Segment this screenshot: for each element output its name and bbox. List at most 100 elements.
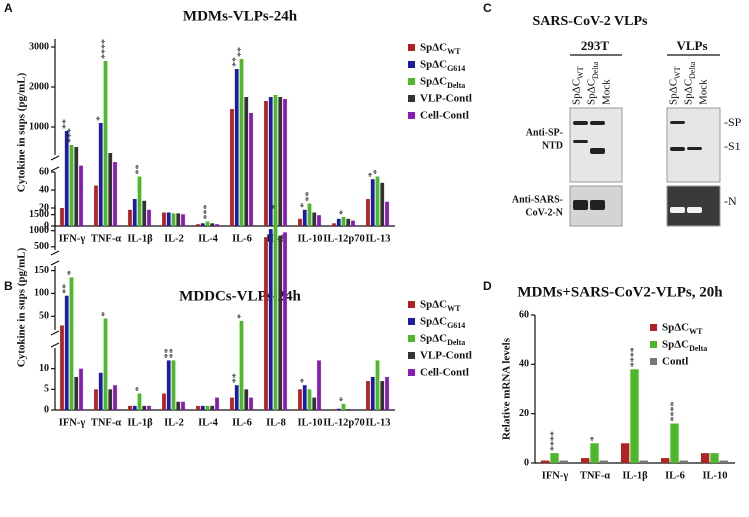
legend-swatch [408,95,415,102]
panel-label: C [483,1,492,15]
bar [234,69,239,226]
bar [239,59,244,226]
x-tick-label: IFN-γ [59,417,86,428]
significance-stars: **** [100,39,111,59]
significance-stars: ** [163,348,174,358]
bar [346,409,351,410]
bar [336,408,341,410]
bar [98,123,103,226]
bar [621,443,630,463]
bar [142,405,147,410]
y-axis-label: Cytokine in sups (pg/mL) [16,247,28,367]
bar [336,218,341,226]
row-label: NTD [542,140,563,151]
x-tick-label: TNF-α [580,470,610,481]
legend-swatch [408,318,415,325]
x-tick-label: TNF-α [91,417,121,428]
significance-stars: * [367,172,378,177]
legend-swatch [650,358,657,365]
significance-stars: * [372,170,383,175]
x-tick-label: IL-10 [297,417,322,428]
significance-stars: **** [549,431,560,451]
blot-band [573,200,588,210]
x-tick-label: IL-10 [297,233,322,244]
bar [200,223,205,226]
y-tick-label: 500 [34,241,49,252]
bar [64,131,69,226]
legend-label: SpΔC [420,76,447,88]
bar [351,220,355,226]
bar [307,389,312,410]
legend-subscript: G614 [447,64,465,73]
bar [630,369,639,463]
blot-band [670,207,685,213]
bar [332,223,336,226]
blot-band [687,207,702,213]
bar [128,209,132,226]
lane-label: Mock [601,79,613,105]
legend-swatch [408,78,415,85]
bar [176,401,181,410]
bar [215,397,219,410]
y-tick-label: 40 [519,359,529,370]
bar [108,153,113,226]
bar [230,397,234,410]
axis-break [50,342,60,348]
bar [74,376,79,410]
significance-stars: * [95,116,106,121]
bar [380,182,385,226]
bar [581,458,590,463]
bar [559,460,568,463]
legend-swatch [650,341,657,348]
bar [147,209,151,226]
bar [264,101,268,226]
bar [550,453,559,463]
blot-image [666,107,721,183]
legend-label: SpΔC [662,322,689,334]
significance-stars: * [338,397,349,402]
axis-break [50,260,60,266]
legend-subscript: WT [447,47,461,56]
blot-image [569,107,623,183]
legend-label: SpΔC [571,79,583,105]
y-tick-label: 40 [39,184,49,195]
legend-label: Cell-Contl [420,110,469,122]
y-axis-label: Relative mRNA levels [501,337,513,440]
bar [639,460,648,463]
bar [599,460,608,463]
x-tick-label: IL-13 [365,233,390,244]
blot-band [590,148,605,154]
bar [317,360,321,410]
bar [380,381,385,410]
legend-swatch [408,44,415,51]
chart-title: MDMs+SARS-CoV2-VLPs, 20h [517,284,723,300]
bar [79,368,83,410]
bar [60,325,64,410]
bar [69,145,74,226]
legend-label: Mock [601,79,613,105]
bar [679,460,688,463]
y-tick-label: 3000 [29,41,49,52]
legend-subscript: Delta [447,338,465,347]
axis-break [50,166,60,172]
bar [541,460,550,463]
significance-stars: * [299,378,310,383]
row-label: Anti-SARS- [512,194,563,205]
bar [701,453,710,463]
y-axis-label: Cytokine in sups (pg/mL) [16,72,28,192]
x-tick-label: IFN-γ [542,470,569,481]
x-tick-label: IL-6 [665,470,685,481]
x-tick-label: IL-2 [164,233,184,244]
significance-stars: *** [202,205,213,220]
bar [302,209,307,226]
bar [341,403,346,410]
bar [181,401,185,410]
bar [375,360,380,410]
bar [176,213,181,226]
significance-stars: ** [236,47,247,57]
bar [249,113,253,226]
bar [273,211,278,410]
bar [162,393,166,410]
